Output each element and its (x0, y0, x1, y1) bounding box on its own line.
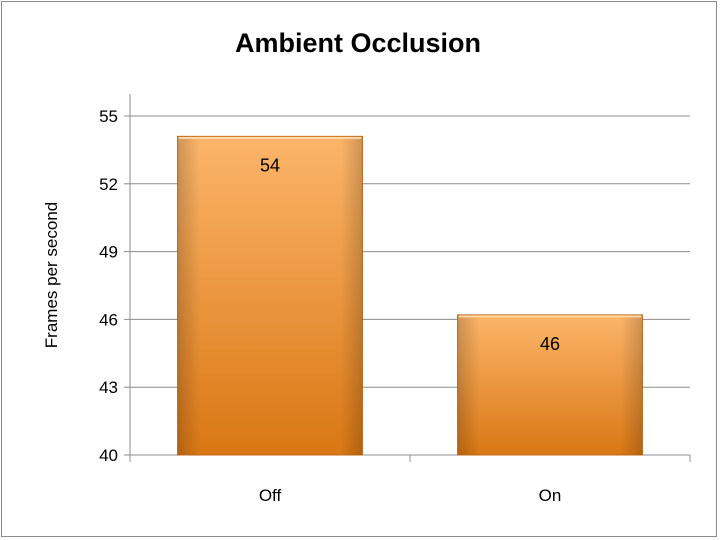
bars (177, 135, 643, 456)
chart-title: Ambient Occlusion (235, 28, 481, 58)
bar-shade (177, 136, 363, 455)
y-tick-label: 40 (99, 446, 118, 465)
data-label: 46 (540, 334, 560, 354)
y-tick-label: 49 (99, 243, 118, 262)
labels: 40 43 46 49 52 55 54 Off 46 On (99, 107, 561, 505)
y-tick-label: 43 (99, 378, 118, 397)
bar-shade (457, 314, 643, 455)
y-tick-label: 55 (99, 107, 118, 126)
x-tick-label: On (539, 486, 562, 505)
data-label: 54 (260, 155, 280, 175)
x-tick-label: Off (259, 486, 282, 505)
y-axis-label: Frames per second (42, 202, 61, 348)
y-tick-label: 52 (99, 175, 118, 194)
y-tick-label: 46 (99, 310, 118, 329)
